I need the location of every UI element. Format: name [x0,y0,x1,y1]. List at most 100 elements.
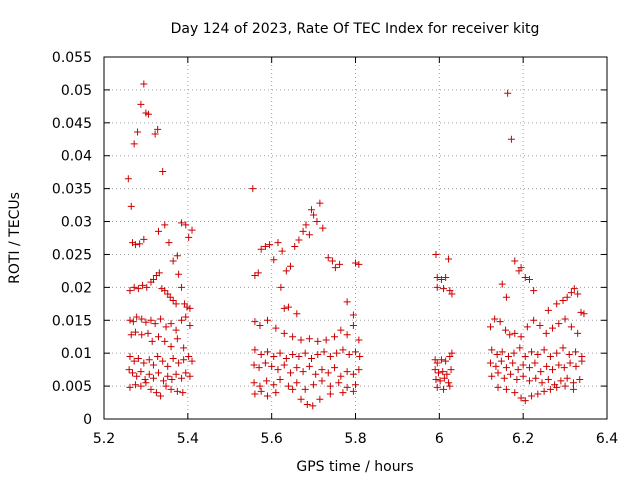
data-point [504,89,512,97]
data-point [307,206,315,214]
data-point [251,390,259,398]
data-point [274,366,282,374]
data-point [282,354,290,362]
data-point [349,311,357,319]
data-point [433,283,441,291]
data-point [270,352,278,360]
data-point [447,366,455,374]
data-point [145,370,153,378]
data-point [540,387,548,395]
data-point [440,285,448,293]
data-point [149,275,157,283]
data-point [498,348,506,356]
data-point [173,335,181,343]
data-point [147,385,155,393]
data-point [161,337,169,345]
data-point [543,362,551,370]
data-point [270,256,278,264]
data-point [553,349,561,357]
data-point [496,318,504,326]
data-point [289,333,297,341]
data-point [525,377,533,385]
data-point [560,364,568,372]
data-point [555,320,563,328]
data-point [553,300,561,308]
data-point [511,389,519,397]
data-point [491,315,499,323]
data-point [437,275,445,283]
data-point [509,359,517,367]
data-point [186,304,194,312]
data-point [282,267,290,275]
data-point [263,348,271,356]
data-point [183,303,191,311]
data-point [310,381,318,389]
data-point [295,236,303,244]
data-point [278,247,286,255]
chart-title: Day 124 of 2023, Rate Of TEC Index for r… [171,21,540,37]
data-point [178,283,186,291]
data-point [157,315,165,323]
data-point [519,361,527,369]
data-point [336,260,344,268]
data-point [514,366,522,374]
data-point [446,382,454,390]
data-point [127,202,135,210]
data-point [521,273,529,281]
y-tick-label: 0.04 [61,149,92,165]
data-point [574,290,582,298]
data-point [172,300,180,308]
data-point [343,298,351,306]
data-point [355,366,363,374]
data-point [493,350,501,358]
data-point [500,374,508,382]
data-point [565,350,573,358]
data-point [578,357,586,365]
data-point [577,308,585,316]
data-point [280,361,288,369]
data-point [497,357,505,365]
data-point [161,287,169,295]
y-tick-label: 0.05 [61,83,92,99]
data-point [302,221,310,229]
data-point [266,241,274,249]
data-point [154,369,162,377]
data-point [276,376,284,384]
data-point [510,349,518,357]
data-point [130,140,138,148]
data-point [553,383,561,391]
data-point [138,331,146,339]
data-point [284,382,292,390]
data-point [506,331,514,339]
data-point [274,239,282,247]
data-point [293,379,301,387]
data-point [517,394,525,402]
data-point [352,381,359,389]
data-point [502,364,510,372]
data-point [134,285,142,293]
data-point [251,318,259,326]
grid-lines [104,57,607,419]
data-point [137,100,145,108]
data-point [305,231,313,239]
data-point [143,283,151,291]
data-point [293,310,301,318]
data-point [335,379,343,387]
data-point [169,297,177,305]
data-point [287,369,295,377]
y-axis-label: ROTI / TECUs [7,192,23,284]
data-point [289,385,297,393]
data-point [154,333,162,341]
y-tick-label: 0.035 [52,182,92,198]
data-point [127,331,135,339]
data-point [355,260,363,268]
data-point [303,401,311,409]
data-point [136,240,144,248]
data-point [149,361,157,369]
data-point [152,389,160,397]
data-point [328,257,336,265]
data-point [276,349,284,357]
data-point [173,252,181,260]
data-point [521,352,529,360]
data-point [169,257,177,265]
